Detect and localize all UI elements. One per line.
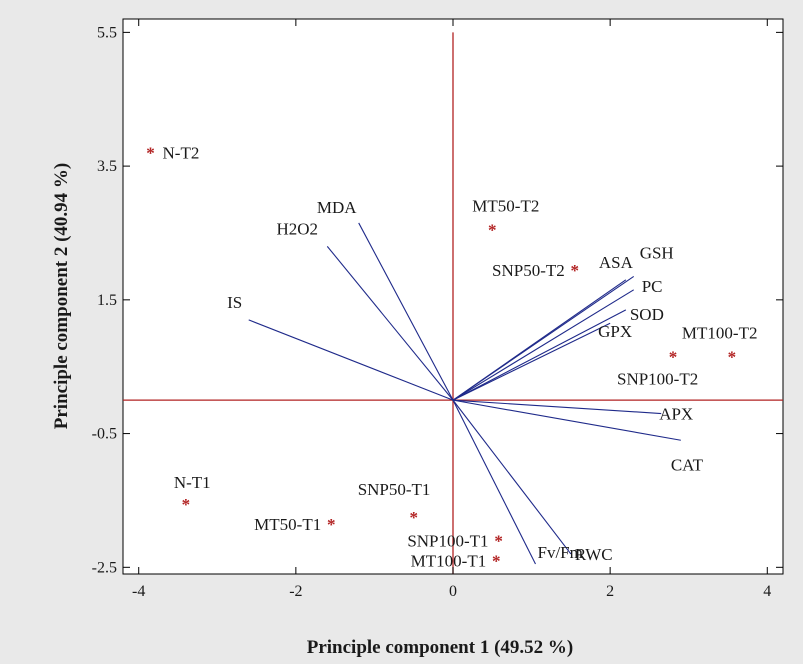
loading-label-pc: PC: [642, 277, 663, 296]
y-tick-label: -0.5: [92, 426, 117, 443]
loading-label-apx: APX: [659, 405, 693, 424]
sample-marker-mt100-t2: *: [728, 348, 737, 367]
sample-marker-n-t1: *: [182, 495, 191, 514]
y-tick-label: 5.5: [97, 24, 117, 41]
sample-label-mt50-t2: MT50-T2: [472, 197, 539, 216]
loading-vectors: [248, 222, 681, 565]
x-axis-label: Principle component 1 (49.52 %): [307, 637, 574, 658]
y-tick-label: 1.5: [97, 292, 117, 309]
sample-label-mt100-t1: MT100-T1: [411, 552, 487, 571]
y-axis-label: Principle component 2 (40.94 %): [51, 163, 72, 430]
loading-label-rwc: RWC: [575, 545, 613, 564]
sample-labels: N-T2 MT50-T2 SNP50-T2 MT100-T2 SNP100-T2 N-T1…: [163, 144, 758, 571]
loading-label-asa: ASA: [599, 253, 634, 272]
loading-label-fv-fm: Fv/Fm: [538, 543, 583, 562]
sample-label-snp100-t1: SNP100-T1: [407, 532, 488, 551]
y-tick-label: -2.5: [92, 559, 117, 576]
sample-label-snp50-t2: SNP50-T2: [492, 261, 565, 280]
sample-label-snp50-t1: SNP50-T1: [358, 480, 431, 499]
sample-label-snp100-t2: SNP100-T2: [617, 370, 698, 389]
y-tick-label: 3.5: [97, 158, 117, 175]
sample-marker-snp100-t2: *: [669, 348, 678, 367]
sample-marker-mt50-t2: *: [488, 221, 497, 240]
loading-label-is: IS: [227, 293, 242, 312]
loading-vector-sod: [452, 309, 627, 401]
loading-label-cat: CAT: [671, 455, 704, 474]
sample-marker-snp50-t2: *: [571, 261, 580, 280]
loading-vector-cat: [452, 399, 681, 441]
loading-vector-pc: [452, 289, 635, 401]
x-tick-label: 4: [763, 583, 771, 600]
loading-vector-h2o2: [326, 246, 454, 401]
loading-vector-fv-fm: [452, 399, 536, 565]
x-tick-label: -4: [132, 583, 145, 600]
y-axis-ticks: -2.5 -0.5 1.5 3.5 5.5: [92, 24, 783, 576]
sample-label-mt100-t2: MT100-T2: [682, 324, 758, 343]
loading-label-mda: MDA: [317, 198, 357, 217]
loading-label-sod: SOD: [630, 305, 664, 324]
sample-marker-mt50-t1: *: [327, 515, 336, 534]
loading-vector-gpx: [452, 322, 611, 401]
sample-label-n-t1: N-T1: [174, 473, 211, 492]
loading-vector-apx: [452, 399, 662, 415]
x-axis-ticks: -4 -2 0 2 4: [132, 19, 771, 600]
loading-vector-mda: [358, 222, 454, 401]
loading-vector-is: [248, 319, 454, 401]
sample-markers: ******* ***: [146, 144, 736, 571]
loading-label-gpx: GPX: [598, 322, 632, 341]
sample-marker-n-t2: *: [146, 144, 155, 163]
sample-marker-snp50-t1: *: [409, 508, 418, 527]
sample-label-mt50-t1: MT50-T1: [254, 515, 321, 534]
x-tick-label: -2: [289, 583, 302, 600]
sample-marker-mt100-t1: *: [492, 552, 501, 571]
loading-label-gsh: GSH: [640, 243, 674, 262]
loading-vector-gsh: [452, 275, 635, 401]
sample-marker-snp100-t1: *: [494, 532, 503, 551]
x-tick-label: 2: [606, 583, 614, 600]
sample-label-n-t2: N-T2: [163, 144, 200, 163]
x-tick-label: 0: [449, 583, 457, 600]
loading-label-h2o2: H2O2: [277, 219, 319, 238]
loading-vector-rwc: [452, 399, 572, 555]
